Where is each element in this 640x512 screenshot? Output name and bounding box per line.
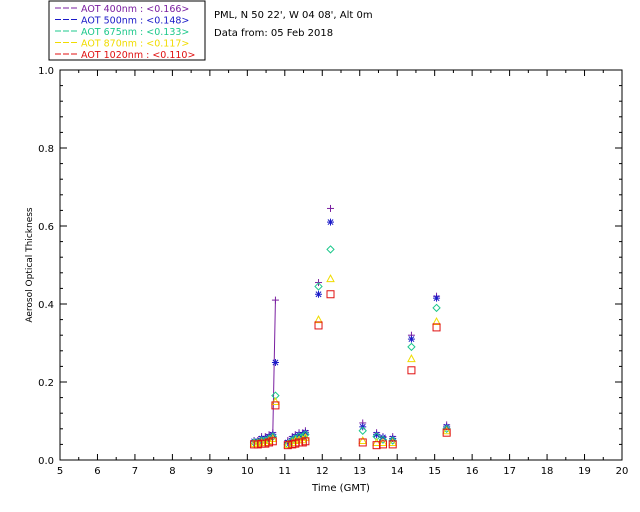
data-point [326,274,335,283]
data-point [442,424,451,434]
data-point [432,323,441,332]
data-point [327,204,335,212]
x-tick-label: 11 [278,466,291,477]
data-point [407,335,415,343]
x-tick-label: 5 [57,466,63,477]
data-point [315,290,323,298]
data-point [314,321,323,330]
y-tick-label: 1.0 [38,66,54,77]
data-point [326,290,335,299]
data-point [407,366,416,375]
date-line: Data from: 05 Feb 2018 [214,28,333,39]
x-tick-label: 10 [241,466,254,477]
data-point [372,437,381,446]
data-point [388,436,397,445]
data-point [268,437,277,446]
y-tick-label: 0.8 [38,144,54,155]
y-tick-label: 0.6 [38,222,54,233]
data-point [432,316,441,326]
data-point [287,437,297,446]
x-tick-label: 16 [466,466,479,477]
data-point [388,437,398,446]
series-line [254,300,276,441]
x-tick-label: 18 [541,466,554,477]
data-point [372,432,381,441]
legend-entry: AOT 675nm : <0.133> [81,27,189,38]
x-tick-label: 9 [207,466,213,477]
data-point [433,294,441,302]
data-point [358,426,367,435]
data-point [378,435,388,444]
data-point [378,437,388,446]
data-point [442,428,451,437]
data-point [388,440,397,449]
series-4 [249,274,451,448]
x-tick-label: 7 [132,466,138,477]
data-point [314,282,323,291]
data-point [301,437,310,446]
data-point [271,391,280,400]
data-point [442,426,451,435]
axis-ticks: 5 6 7 8 9 10 11 12 13 14 15 16 17 18 19 20 0.0 0.2 0.4 0.6 0… [38,66,628,477]
x-tick-label: 20 [616,466,629,477]
series-1 [250,204,451,444]
y-tick-label: 0.0 [38,456,54,467]
data-point [378,440,387,449]
plot-frame [59,69,623,461]
data-point [271,401,280,410]
x-axis-label: Time (GMT) [311,483,370,494]
data-point [407,354,416,363]
legend-entry: AOT 400nm : <0.166> [81,4,189,15]
legend-entry: AOT 1020nm : <0.110> [81,50,195,61]
data-point [314,315,323,324]
x-tick-label: 8 [169,466,175,477]
site-title: PML, N 50 22', W 04 08', Alt 0m [214,10,373,21]
data-point [271,296,279,304]
data-point [301,432,310,441]
data-point [372,441,381,450]
data-point [379,433,387,441]
y-tick-label: 0.4 [38,300,54,311]
data-point [271,396,280,405]
x-tick-label: 17 [503,466,516,477]
data-point [298,438,307,447]
legend-entry: AOT 870nm : <0.117> [81,39,189,50]
data-point [373,431,381,439]
legend: AOT 400nm : <0.166>AOT 500nm : <0.148>AO… [48,0,206,61]
data-point [358,435,368,444]
data-point [432,303,441,313]
x-tick-label: 6 [94,466,100,477]
data-point [407,342,416,352]
legend-entry: AOT 500nm : <0.148> [81,16,189,27]
x-tick-label: 15 [428,466,441,477]
x-tick-label: 14 [391,466,404,477]
data-point [327,218,335,226]
series-2 [250,218,451,446]
data-point [326,245,335,254]
series-5 [250,290,451,450]
data-marks [249,204,451,450]
x-tick-label: 13 [353,466,366,477]
y-axis-label: Aerosol Optical Thickness [25,207,35,323]
data-point [271,359,279,366]
x-tick-label: 19 [578,466,591,477]
y-tick-label: 0.2 [38,378,54,389]
x-tick-label: 12 [316,466,329,477]
data-point [358,438,367,447]
series-3 [249,245,451,449]
